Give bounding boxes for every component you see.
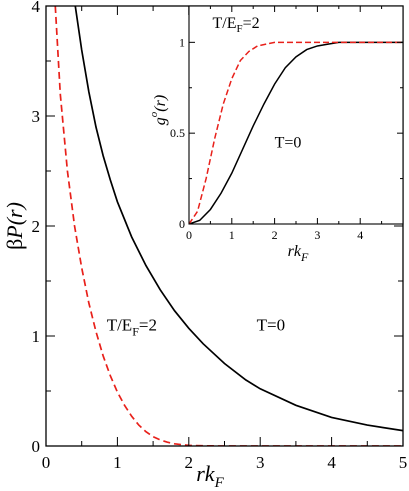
inset-annotation-rest: =2 [243, 15, 260, 32]
main-y-tick-label: 3 [32, 107, 41, 126]
main-x-tick-label: 3 [256, 453, 265, 472]
inset-x-tick-label: 2 [272, 228, 278, 242]
inset-y-tick-label: 1 [179, 35, 185, 49]
inset-x-tick-label: 4 [357, 228, 363, 242]
main-x-tick-label: 2 [185, 453, 194, 472]
main-series-zero-temperature-line [74, 6, 403, 432]
inset-background [189, 6, 403, 224]
main-series-annotation: T=0 [257, 316, 285, 335]
inset-x-tick-label: 3 [314, 228, 320, 242]
inset-annotation-main: T=0 [275, 135, 302, 152]
inset-x-tick-label: 0 [186, 228, 192, 242]
inset-series-annotation: T=0 [275, 135, 302, 152]
inset-y-tick-label: 0.5 [170, 126, 185, 140]
inset-series-finite-temperature-line [189, 41, 403, 224]
inset-x-tick-label: 1 [229, 228, 235, 242]
inset-annotation-subscript: F [237, 23, 243, 35]
main-series-annotation: T/EF=2 [107, 316, 157, 339]
main-annotation-subscript: F [132, 325, 139, 339]
inset-annotation-main: T/E [213, 15, 237, 32]
main-annotation-main: T/E [107, 316, 133, 335]
main-annotations: T=0 T/EF=2 [107, 316, 285, 339]
main-y-tick-label: 2 [32, 217, 41, 236]
main-x-axis-label: rkF [196, 461, 224, 491]
main-y-axis-label: βP(r) [2, 202, 27, 250]
inset-y-axis-label: go(r) [148, 95, 169, 125]
main-x-tick-label: 1 [113, 453, 122, 472]
main-y-tick-label: 1 [32, 327, 41, 346]
inset-series-zero-temperature-line [189, 41, 403, 224]
inset-ticks: 0 1 2 3 4 0 0.5 1 [170, 6, 403, 242]
main-y-tick-label: 4 [32, 0, 41, 16]
main-y-tick-label: 0 [32, 437, 41, 456]
inset-curves [189, 41, 403, 224]
main-x-tick-label: 5 [399, 453, 408, 472]
inset-annotations: T/EF=2 T=0 [213, 15, 302, 152]
main-curves [54, 6, 403, 446]
inset-y-tick-label: 0 [179, 217, 185, 231]
inset-series-annotation: T/EF=2 [213, 15, 260, 35]
inset-plot: 0 1 2 3 4 0 0.5 1 T/EF=2 T=0 rkF go(r) [148, 5, 404, 264]
main-x-tick-label: 4 [327, 453, 336, 472]
main-annotation-main: T=0 [257, 316, 285, 335]
main-x-tick-label: 0 [42, 453, 51, 472]
main-series-finite-temperature-line [54, 6, 403, 446]
main-annotation-rest: =2 [139, 316, 157, 335]
inset-x-axis-label: rkF [288, 243, 309, 264]
